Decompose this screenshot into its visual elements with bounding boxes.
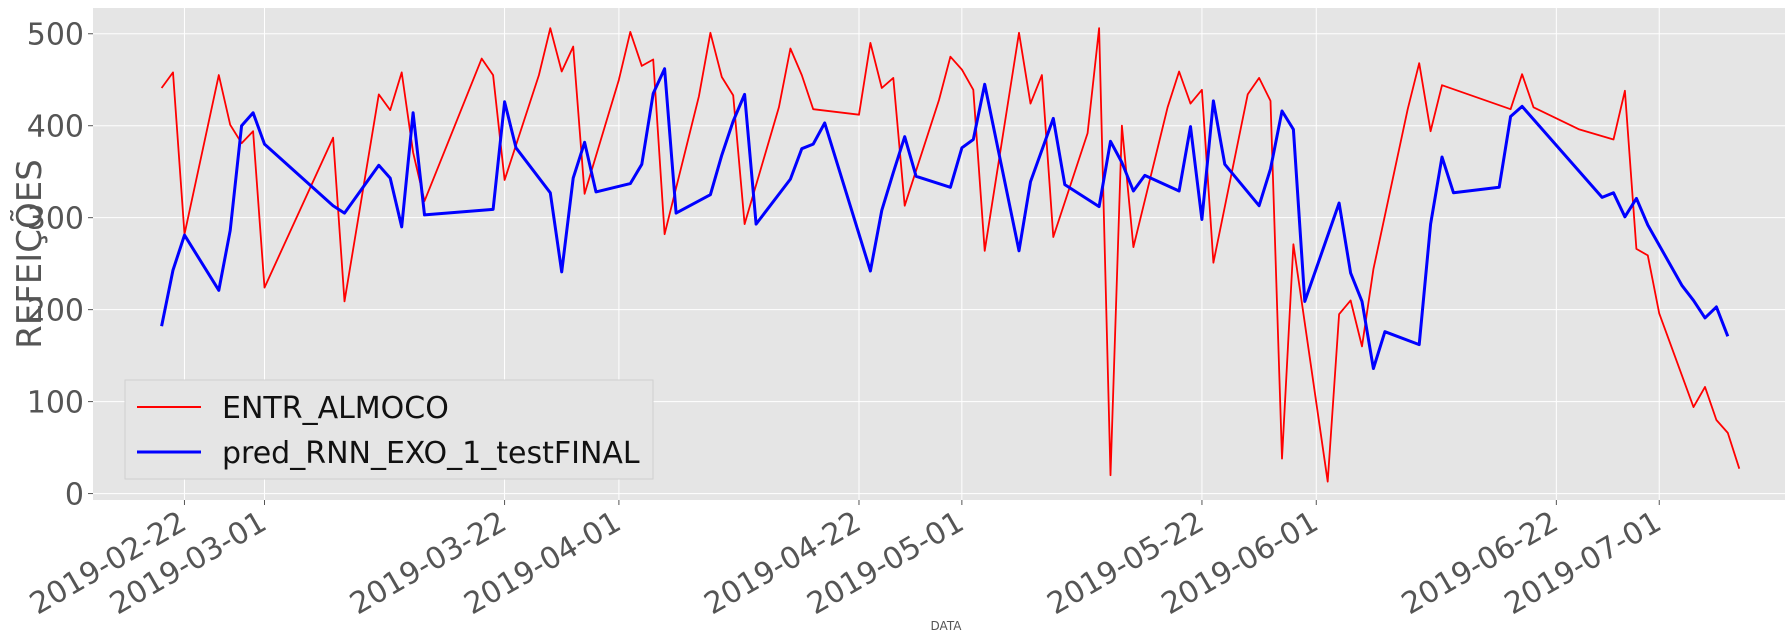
series-line-1	[160, 27, 1741, 483]
y-tick-label: 0	[65, 478, 84, 513]
series-lines	[160, 27, 1741, 483]
legend-box	[124, 379, 654, 480]
y-tick-label: 200	[27, 294, 84, 329]
y-tick-label: 400	[27, 110, 84, 145]
x-axis-label: DATA	[931, 619, 963, 633]
y-tick-label: 100	[27, 386, 84, 421]
y-tick-label: 300	[27, 202, 84, 237]
y-axis-tick-labels: 0 100 200 300 400 500	[27, 18, 84, 513]
axis-ticks	[88, 33, 1660, 505]
y-tick-label: 500	[27, 18, 84, 53]
y-axis-label: REFEIÇÕES	[9, 159, 50, 349]
legend-label-series-2: pred_RNN_EXO_1_testFINAL	[222, 436, 640, 471]
series-line-2	[160, 67, 1730, 370]
grid-lines	[93, 8, 1785, 500]
legend: ENTR_ALMOCO pred_RNN_EXO_1_testFINAL	[124, 379, 654, 480]
legend-label-series-1: ENTR_ALMOCO	[222, 391, 449, 426]
